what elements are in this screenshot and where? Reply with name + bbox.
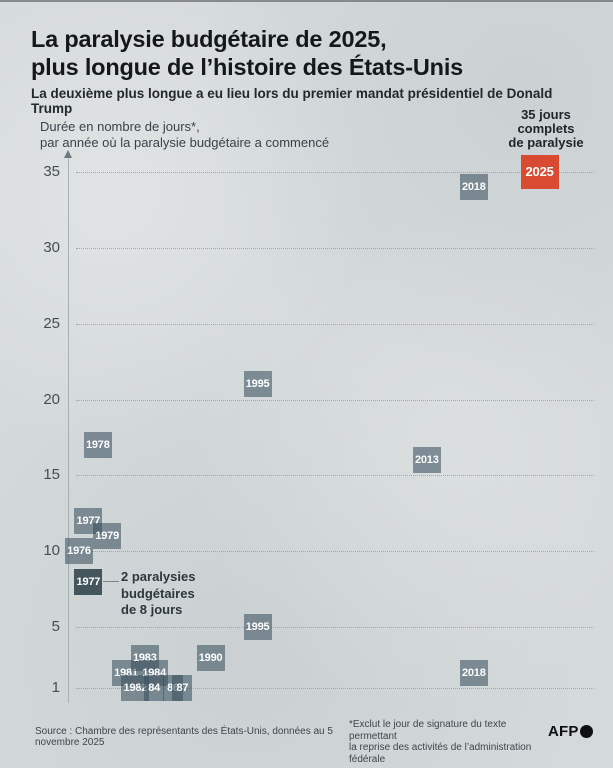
annotation-8-days: 2 paralysies budgétaires de 8 jours	[121, 569, 241, 619]
annotation-connector-line	[103, 581, 119, 582]
y-tick-label-20: 20	[43, 391, 60, 408]
page-title: La paralysie budgétaire de 2025, plus lo…	[31, 26, 591, 81]
gridline-1	[76, 688, 594, 689]
callout-line-1: 35 jours	[521, 107, 571, 122]
annotation-line-1: 2 paralysies	[121, 569, 196, 584]
data-point-2018-34d: 2018	[459, 174, 488, 201]
y-axis-description: Durée en nombre de jours*, par année où …	[40, 119, 370, 150]
page-subtitle: La deuxième plus longue a eu lieu lors d…	[31, 86, 553, 116]
gridline-5	[76, 627, 594, 628]
data-point-84-1d: 84	[144, 675, 165, 701]
data-point-1995-21d: 1995	[243, 371, 272, 398]
y-tick-label-35: 35	[43, 163, 60, 180]
y-tick-label-25: 25	[43, 315, 60, 332]
footnote-line-1: *Exclut le jour de signature du texte pe…	[349, 719, 507, 742]
y-tick-label-1: 1	[51, 679, 60, 696]
data-point-2013-16d: 2013	[412, 447, 441, 474]
data-point-1976-10d: 1976	[65, 538, 93, 565]
title-line-1: La paralysie budgétaire de 2025,	[31, 26, 387, 52]
y-axis-description-line-1: Durée en nombre de jours*,	[40, 119, 200, 134]
data-point-1995-5d: 1995	[243, 614, 272, 641]
y-axis-line	[68, 158, 69, 703]
afp-logo-circle-icon	[579, 725, 593, 738]
data-point-87-1d: 87	[172, 675, 193, 701]
annotation-line-2: budgétaires	[121, 585, 195, 601]
y-tick-label-15: 15	[43, 466, 60, 483]
gridline-30	[76, 248, 594, 249]
data-point-1978-17d: 1978	[83, 432, 112, 459]
callout-line-3: de paralysie	[508, 135, 584, 150]
gridline-15	[76, 475, 594, 476]
footnote-line-2: la reprise des activités de l’administra…	[349, 742, 532, 765]
data-point-2025-35d: 2025	[520, 154, 559, 189]
gridline-35	[76, 172, 594, 173]
top-edge-line	[0, 0, 613, 2]
source-credit: Source : Chambre des représentants des É…	[35, 726, 333, 748]
gridline-20	[76, 400, 594, 401]
data-point-2018-2d: 2018	[459, 659, 488, 686]
callout-35-days: 35 jours complets de paralysie	[498, 108, 594, 150]
data-point-1977-8d: 1977	[74, 568, 103, 595]
footnote: *Exclut le jour de signature du texte pe…	[349, 719, 545, 765]
y-tick-label-5: 5	[51, 618, 60, 635]
title-line-2: plus longue de l’histoire des États-Unis	[31, 53, 464, 80]
callout-line-2: complets	[517, 121, 575, 136]
y-tick-label-30: 30	[43, 239, 60, 256]
data-point-1990-3d: 1990	[196, 644, 225, 671]
gridline-10	[76, 551, 594, 552]
annotation-line-3: de 8 jours	[121, 602, 183, 617]
y-axis-description-line-2: par année où la paralysie budgétaire a c…	[40, 134, 330, 150]
afp-logo: AFP	[548, 723, 593, 740]
data-point-1979-11d: 1979	[93, 523, 122, 550]
y-tick-label-10: 10	[43, 542, 60, 559]
afp-logo-text: AFP	[548, 723, 579, 740]
y-axis-arrow-icon	[64, 150, 72, 158]
gridline-25	[76, 324, 594, 325]
